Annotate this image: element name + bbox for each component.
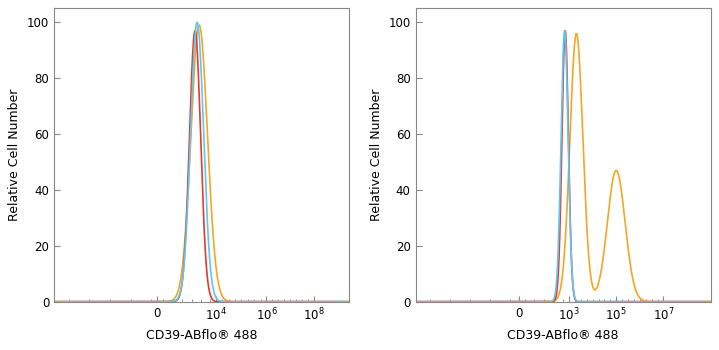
X-axis label: CD39-ABflo® 488: CD39-ABflo® 488	[508, 329, 619, 342]
Y-axis label: Relative Cell Number: Relative Cell Number	[9, 89, 22, 221]
Y-axis label: Relative Cell Number: Relative Cell Number	[370, 89, 383, 221]
X-axis label: CD39-ABflo® 488: CD39-ABflo® 488	[146, 329, 257, 342]
